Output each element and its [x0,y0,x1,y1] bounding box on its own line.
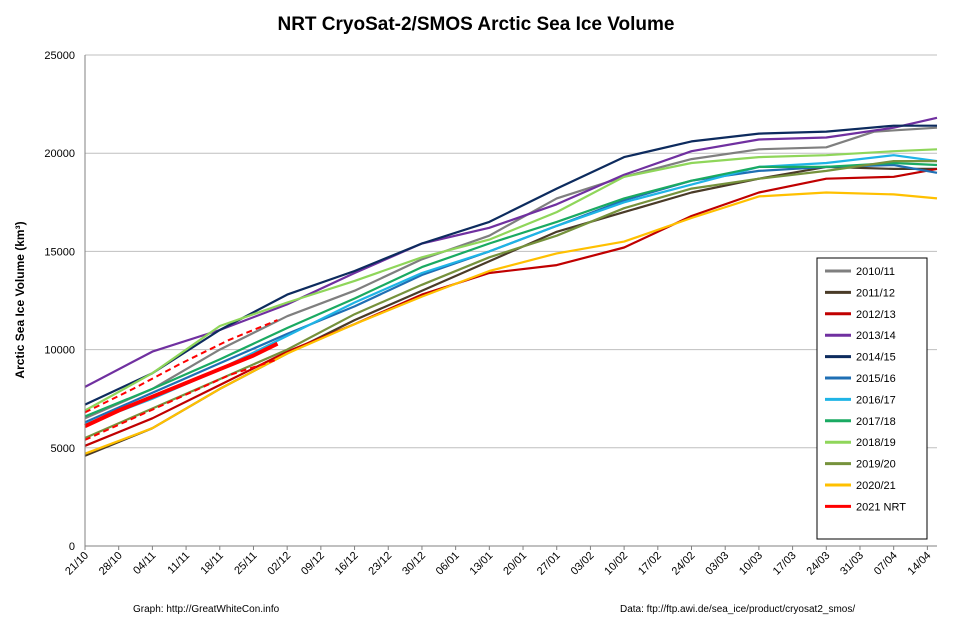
x-tick-label: 21/10 [63,550,91,578]
x-tick-label: 30/12 [400,550,428,578]
legend-entry: 2020/21 [856,480,896,492]
x-tick-label: 10/02 [602,550,630,578]
legend-entry: 2016/17 [856,394,896,406]
x-tick-label: 17/02 [636,550,664,578]
y-axis-ticks: 0 5000 10000 15000 20000 25000 [44,50,75,553]
y-tick-label: 25000 [44,50,75,62]
x-tick-label: 14/04 [906,550,934,578]
legend-entry: 2010/11 [856,266,895,278]
source-credit-left: Graph: http://GreatWhiteCon.info [133,604,280,615]
x-tick-label: 03/03 [703,550,731,578]
legend: 2010/11 2011/12 2012/13 2013/14 2014/15 2015/… [816,257,928,540]
legend-entry: 2013/14 [856,330,896,342]
x-tick-label: 20/01 [501,550,529,578]
x-tick-label: 04/11 [131,550,158,577]
y-tick-label: 20000 [44,148,75,160]
legend-entry: 2012/13 [856,309,896,321]
y-tick-label: 10000 [44,345,75,357]
x-tick-label: 10/03 [737,550,765,578]
legend-entry: 2017/18 [856,416,896,428]
series-lines [84,116,938,457]
series-line-2021-NRT [84,341,279,429]
x-tick-label: 18/11 [199,550,226,577]
series-line-2010-11 [84,126,938,420]
x-tick-label: 27/01 [535,550,563,578]
legend-entry: 2014/15 [856,352,896,364]
chart-title: NRT CryoSat-2/SMOS Arctic Sea Ice Volume [277,14,674,35]
legend-entry: 2018/19 [856,437,896,449]
x-tick-label: 03/02 [569,550,597,578]
legend-entry: 2021 NRT [856,501,906,513]
x-tick-label: 02/12 [265,550,293,578]
x-tick-label: 24/03 [804,550,832,578]
legend-entry: 2011/12 [856,287,895,299]
series-line-2013-14 [84,116,938,388]
x-tick-label: 11/11 [165,550,192,577]
x-tick-label: 25/11 [232,550,259,577]
series-line-2014-15 [84,124,937,406]
series-line-2018-19 [84,148,938,412]
source-credit-right: Data: ftp://ftp.awi.de/sea_ice/product/c… [620,604,856,615]
x-tick-label: 06/01 [434,550,462,578]
x-tick-label: 31/03 [838,550,866,578]
y-tick-label: 5000 [51,443,75,455]
series-line-dashed [84,358,278,441]
x-tick-label: 07/04 [872,550,900,578]
y-tick-label: 15000 [44,246,75,258]
x-tick-label: 24/02 [670,550,698,578]
x-tick-label: 23/12 [366,550,394,578]
x-tick-label: 09/12 [299,550,327,578]
x-tick-label: 16/12 [333,550,361,578]
legend-entry: 2015/16 [856,373,896,385]
x-axis-ticks: 21/10 28/10 04/11 11/11 18/11 25/11 02/12 09/12… [63,546,933,578]
series-line-2016-17 [84,154,938,426]
y-axis-label: Arctic Sea Ice Volume (km³) [13,221,27,378]
series-line-2019-20 [84,160,937,440]
y-tick-label: 0 [69,541,75,553]
series-line-2020-21 [84,191,938,455]
x-tick-label: 28/10 [97,550,125,578]
series-line-2012-13 [84,167,938,447]
x-tick-label: 13/01 [468,550,496,578]
series-line-dashed [84,319,278,414]
series-line-2015-16 [84,163,938,424]
series-line-2017-18 [84,161,938,418]
x-tick-label: 17/03 [771,550,799,578]
legend-entry: 2019/20 [856,459,896,471]
